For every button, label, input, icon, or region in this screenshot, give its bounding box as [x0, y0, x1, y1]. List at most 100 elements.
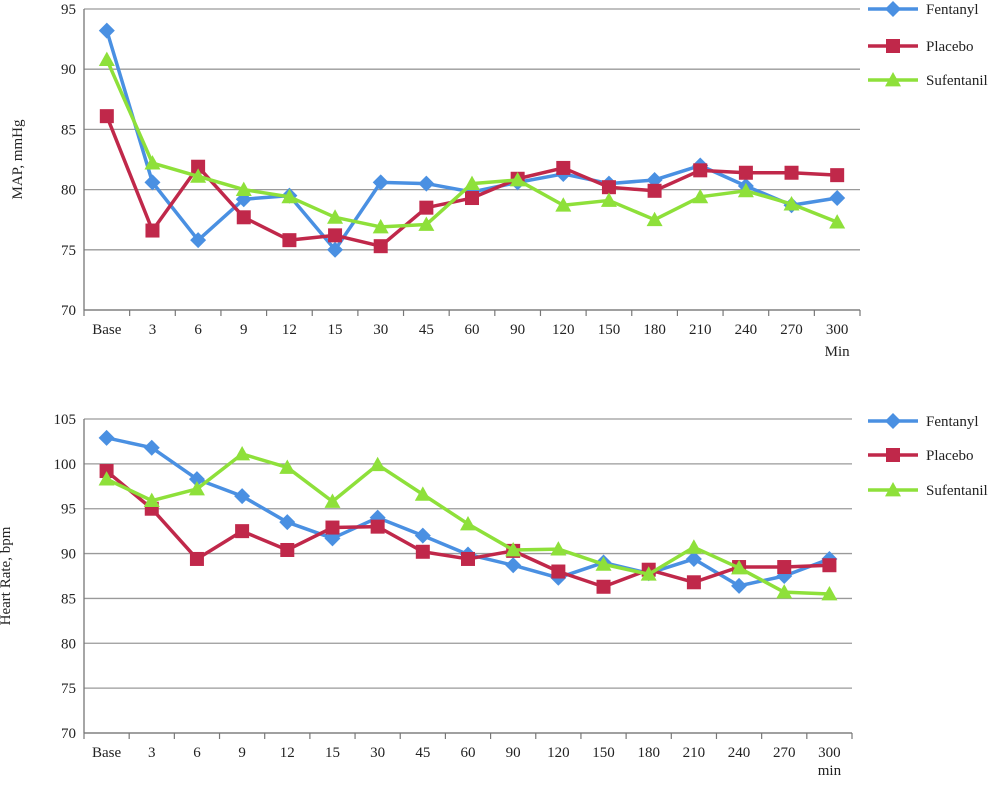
legend-marker-fentanyl	[885, 1, 901, 17]
data-point-sufentanil	[460, 515, 476, 531]
legend-marker-placebo	[886, 39, 900, 53]
data-point-sufentanil	[776, 584, 793, 599]
x-unit-label: Min	[825, 344, 851, 360]
x-tick-label: Base	[92, 745, 122, 761]
legend-label-placebo: Placebo	[926, 39, 973, 55]
data-point-placebo	[280, 542, 295, 557]
y-tick-label: 105	[54, 412, 77, 428]
y-tick-label: 95	[61, 2, 76, 18]
data-point-sufentanil	[143, 492, 160, 508]
x-tick-label: 12	[282, 322, 297, 338]
data-point-fentanyl	[731, 577, 748, 594]
data-point-placebo	[282, 233, 297, 248]
x-tick-label: 270	[773, 745, 796, 761]
data-point-sufentanil	[821, 585, 838, 601]
data-point-sufentanil	[737, 182, 754, 198]
y-tick-label: 75	[61, 243, 76, 259]
data-point-placebo	[601, 180, 616, 195]
data-point-sufentanil	[190, 168, 207, 183]
data-point-sufentanil	[464, 175, 480, 190]
x-tick-label: 150	[592, 745, 615, 761]
data-point-sufentanil	[692, 188, 709, 204]
x-tick-label: Base	[92, 322, 122, 338]
data-point-sufentanil	[509, 171, 526, 187]
data-point-placebo	[419, 200, 434, 215]
data-point-placebo	[99, 109, 114, 124]
data-point-sufentanil	[685, 539, 702, 554]
data-point-sufentanil	[188, 480, 205, 496]
legend-label-sufentanil: Sufentanil	[926, 73, 988, 89]
data-point-fentanyl	[418, 175, 435, 192]
heart-rate-chart: 70 75 80 85 90 95 100 105 Base 3 6 9 12 15 30 45 60 90 120…	[0, 412, 988, 779]
data-point-sufentanil	[234, 445, 251, 461]
x-tick-label: 210	[683, 745, 706, 761]
data-point-fentanyl	[279, 514, 296, 531]
data-point-sufentanil	[550, 541, 567, 556]
data-point-sufentanil	[281, 188, 298, 204]
x-tick-label: 120	[552, 322, 575, 338]
data-point-sufentanil	[327, 209, 344, 224]
data-point-sufentanil	[369, 456, 386, 472]
y-tick-label: 80	[61, 636, 76, 652]
data-point-sufentanil	[600, 192, 617, 207]
x-tick-label: 9	[240, 322, 248, 338]
x-tick-label: 240	[735, 322, 758, 338]
x-tick-label: 6	[193, 745, 201, 761]
x-tick-label: 3	[148, 745, 156, 761]
data-point-placebo	[738, 165, 753, 180]
data-point-fentanyl	[829, 190, 846, 207]
data-point-sufentanil	[144, 155, 161, 170]
x-tick-label: 120	[547, 745, 570, 761]
x-tick-label: 60	[465, 322, 480, 338]
data-point-sufentanil	[279, 459, 296, 474]
data-point-sufentanil	[324, 493, 341, 508]
data-point-sufentanil	[505, 541, 522, 557]
legend-label-fentanyl: Fentanyl	[926, 2, 979, 18]
x-tick-label: 15	[328, 322, 343, 338]
legend-marker-sufentanil	[885, 72, 901, 87]
y-axis-label: MAP, mmHg	[10, 119, 26, 200]
x-tick-label: 9	[238, 745, 246, 761]
y-tick-label: 85	[61, 591, 76, 607]
x-tick-label: 15	[325, 745, 340, 761]
y-tick-label: 90	[61, 62, 76, 78]
data-point-fentanyl	[505, 557, 522, 574]
data-point-sufentanil	[640, 566, 657, 581]
y-tick-label: 80	[61, 183, 76, 199]
series-line-fentanyl	[105, 30, 838, 252]
data-point-fentanyl	[327, 241, 344, 258]
data-point-sufentanil	[783, 196, 800, 211]
y-tick-label: 100	[54, 457, 77, 473]
data-point-sufentanil	[235, 181, 252, 196]
data-point-placebo	[189, 551, 204, 566]
data-point-sufentanil	[646, 211, 663, 227]
y-tick-label: 70	[61, 303, 76, 319]
data-point-placebo	[325, 520, 340, 535]
x-tick-label: 12	[280, 745, 295, 761]
x-tick-label: 60	[461, 745, 476, 761]
data-point-fentanyl	[234, 488, 251, 505]
data-point-placebo	[596, 579, 611, 594]
y-tick-label: 95	[61, 502, 76, 518]
data-point-fentanyl	[414, 527, 431, 544]
data-point-sufentanil	[731, 559, 748, 575]
data-point-placebo	[328, 228, 343, 243]
data-point-sufentanil	[414, 486, 431, 501]
data-point-placebo	[647, 183, 662, 198]
data-point-fentanyl	[685, 550, 702, 567]
legend-marker-fentanyl	[885, 413, 901, 429]
data-point-fentanyl	[143, 439, 160, 456]
legend-label-sufentanil: Sufentanil	[926, 483, 988, 499]
data-point-fentanyl	[188, 471, 205, 488]
y-tick-label: 85	[61, 122, 76, 138]
x-unit-label: min	[818, 763, 842, 779]
data-point-sufentanil	[372, 218, 389, 234]
data-point-fentanyl	[98, 429, 115, 446]
x-tick-label: 45	[415, 745, 430, 761]
data-point-placebo	[373, 239, 388, 254]
data-point-fentanyl	[190, 232, 207, 249]
x-tick-label: 180	[643, 322, 666, 338]
data-point-sufentanil	[829, 214, 846, 229]
